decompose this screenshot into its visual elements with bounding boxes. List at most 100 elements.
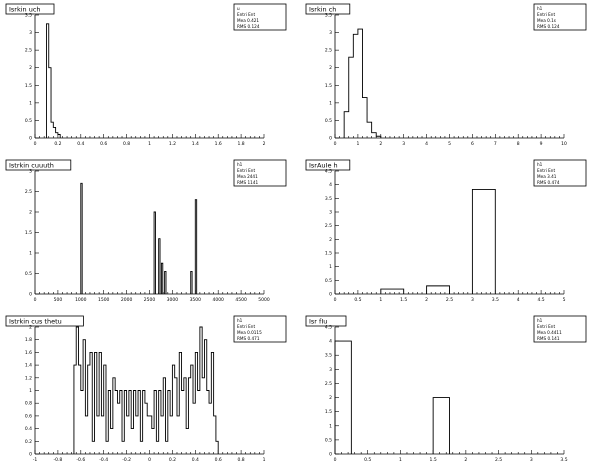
y-tick-label: 0.5 bbox=[25, 118, 32, 124]
x-tick-label: 5000 bbox=[258, 297, 270, 303]
y-tick-label: 0.4 bbox=[25, 426, 32, 432]
title-box bbox=[5, 315, 84, 327]
y-tick-label: 2.5 bbox=[25, 48, 32, 54]
histogram-pad-3: 0 500 1000 1500 2000 2500 3000 3500 4000 4500 5000… bbox=[5, 159, 287, 303]
stats-line: h1 bbox=[237, 318, 243, 323]
x-tick-label: 7 bbox=[494, 141, 497, 147]
histogram-bin bbox=[198, 391, 200, 455]
x-tick-label: 0.4 bbox=[192, 457, 199, 463]
histogram-bars bbox=[46, 23, 61, 138]
histogram-bin bbox=[472, 189, 495, 294]
histogram-bin bbox=[101, 416, 103, 454]
y-tick-label: 3 bbox=[329, 367, 332, 373]
chart-title: Isr fIu bbox=[309, 318, 327, 326]
histogram-pad-1: 0 0.2 0.4 0.6 0.8 1 1.2 1.4 1.6 1.8 2 0 0.5 1 1.5 2 2.5 3… bbox=[5, 3, 287, 147]
chart-title: Istrkin cus thetu bbox=[9, 318, 62, 326]
x-tick-label: 0.6 bbox=[215, 457, 222, 463]
x-tick-label: 0 bbox=[148, 457, 151, 463]
histogram-bars bbox=[73, 326, 219, 454]
x-tick-label: 1500 bbox=[98, 297, 110, 303]
y-tick-label: 3.5 bbox=[25, 13, 32, 19]
stats-line: h1 bbox=[537, 318, 543, 323]
title-box bbox=[305, 159, 351, 171]
stats-line: RMS 0.471 bbox=[237, 336, 260, 341]
y-tick-label: 2.5 bbox=[325, 223, 332, 229]
y-tick-label: 1.4 bbox=[25, 363, 32, 369]
y-tick-label: 1.5 bbox=[25, 230, 32, 236]
stats-box bbox=[233, 3, 287, 31]
histogram-bin bbox=[161, 416, 163, 454]
x-tick-label: 0.5 bbox=[354, 297, 361, 303]
title-box bbox=[5, 3, 55, 15]
stats-line: RMS 0.474 bbox=[537, 180, 560, 185]
stats-box bbox=[533, 159, 587, 187]
title-box bbox=[5, 159, 72, 171]
histogram-bin bbox=[372, 133, 377, 138]
y-tick-label: 2.5 bbox=[325, 48, 332, 54]
x-tick-label: 4000 bbox=[212, 297, 224, 303]
y-tick-label: 3 bbox=[329, 30, 332, 36]
histogram-bars bbox=[80, 182, 198, 294]
x-tick-label: 2 bbox=[379, 141, 382, 147]
x-tick-label: 5 bbox=[448, 141, 451, 147]
x-tick-label: -0.8 bbox=[54, 457, 63, 463]
histogram-bin bbox=[170, 416, 172, 454]
y-tick-label: 0.5 bbox=[325, 118, 332, 124]
title-box bbox=[305, 3, 351, 15]
x-tick-label: 4 bbox=[425, 141, 428, 147]
stats-line: Entri Ent bbox=[237, 324, 255, 329]
y-tick-label: 1 bbox=[329, 423, 332, 429]
x-tick-label: 9 bbox=[540, 141, 543, 147]
x-tick-label: 3 bbox=[530, 457, 533, 463]
stats-line: RMS 0.141 bbox=[537, 336, 560, 341]
x-tick-label: 8 bbox=[517, 141, 520, 147]
histogram-bin bbox=[131, 429, 133, 454]
stats-line: Mea 0.0115 bbox=[237, 330, 262, 335]
x-tick-label: 1000 bbox=[75, 297, 87, 303]
y-tick-label: 0 bbox=[29, 452, 32, 458]
chart-title: IsrAuIe h bbox=[309, 162, 338, 170]
histogram-bin bbox=[353, 34, 358, 138]
y-tick-label: 4 bbox=[329, 182, 332, 188]
stats-box bbox=[233, 315, 287, 343]
stats-line: RMS 0.124 bbox=[237, 24, 260, 29]
chart-title: Istrkin cuuuth bbox=[9, 162, 54, 170]
histogram-bin bbox=[152, 429, 154, 454]
x-tick-label: 0 bbox=[34, 141, 37, 147]
histogram-bin bbox=[209, 403, 211, 454]
y-tick-label: 2 bbox=[29, 65, 32, 71]
x-tick-label: 1.2 bbox=[169, 141, 176, 147]
stats-line: Entri Ent bbox=[537, 168, 555, 173]
stats-line: RMS 0.124 bbox=[537, 24, 560, 29]
x-tick-label: 3.5 bbox=[560, 457, 567, 463]
histogram-bin bbox=[85, 416, 87, 454]
histogram-bin bbox=[81, 391, 83, 455]
x-tick-label: 2.5 bbox=[446, 297, 453, 303]
histogram-bin bbox=[182, 391, 184, 455]
y-tick-label: 1.8 bbox=[25, 337, 32, 343]
x-tick-label: 1.6 bbox=[215, 141, 222, 147]
x-tick-label: 0.2 bbox=[169, 457, 176, 463]
x-tick-label: 6 bbox=[471, 141, 474, 147]
x-tick-label: -1 bbox=[33, 457, 38, 463]
x-tick-label: 5 bbox=[563, 297, 566, 303]
x-tick-label: 1.5 bbox=[400, 297, 407, 303]
y-tick-label: 0.5 bbox=[25, 271, 32, 277]
y-tick-label: 3.5 bbox=[325, 196, 332, 202]
x-tick-label: 3.5 bbox=[492, 297, 499, 303]
x-tick-label: 3 bbox=[471, 297, 474, 303]
histogram-bin bbox=[166, 441, 168, 454]
y-tick-label: 1 bbox=[29, 388, 32, 394]
x-tick-label: 1 bbox=[379, 297, 382, 303]
stats-box bbox=[233, 159, 287, 187]
y-tick-label: 1 bbox=[329, 264, 332, 270]
histogram-bin bbox=[367, 122, 372, 138]
y-tick-label: 2 bbox=[329, 395, 332, 401]
histogram-bin bbox=[140, 441, 142, 454]
y-tick-label: 0 bbox=[29, 292, 32, 298]
x-tick-label: -0.6 bbox=[76, 457, 85, 463]
x-tick-label: 1.4 bbox=[192, 141, 199, 147]
x-tick-label: 500 bbox=[54, 297, 63, 303]
stats-line: Mea 2441 bbox=[237, 174, 258, 179]
